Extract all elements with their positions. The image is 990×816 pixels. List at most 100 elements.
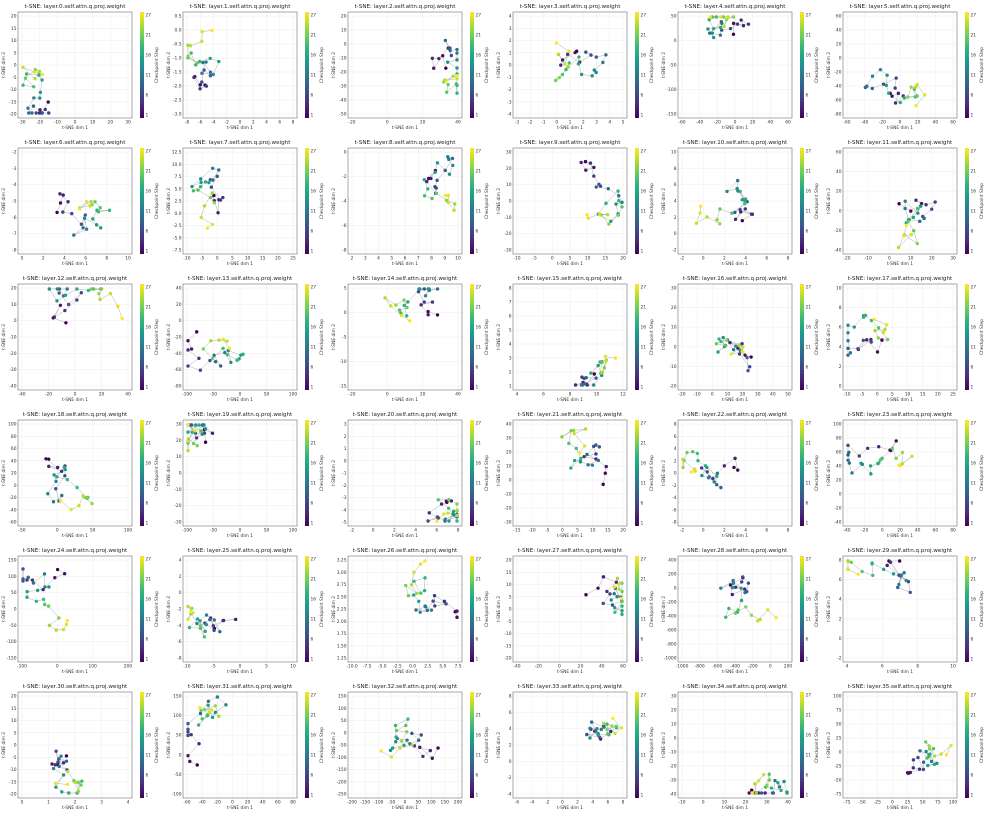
colorbar bbox=[800, 420, 804, 526]
checkpoint-point bbox=[859, 461, 863, 465]
y-tick-label: 8 bbox=[839, 558, 842, 564]
checkpoint-point bbox=[554, 78, 558, 83]
checkpoint-point bbox=[714, 342, 719, 346]
tsne-plot-svg: t-SNE: layer.15.self.attn.q.proj.weight4… bbox=[496, 276, 655, 403]
y-tick-label: -100 bbox=[667, 87, 677, 93]
colorbar-tick-label: 6 bbox=[641, 93, 644, 99]
checkpoint-point bbox=[715, 218, 719, 222]
x-tick-label: 100 bbox=[949, 800, 958, 806]
x-axis-label: t-SNE dim 1 bbox=[62, 397, 88, 403]
y-tick-label: -5 bbox=[342, 335, 347, 341]
checkpoint-point bbox=[47, 287, 52, 291]
checkpoint-point bbox=[918, 219, 922, 224]
checkpoint-point bbox=[208, 178, 212, 182]
y-tick-label: 5 bbox=[509, 594, 512, 600]
checkpoint-point bbox=[422, 300, 426, 304]
checkpoint-point bbox=[66, 769, 70, 774]
y-tick-label: 20 bbox=[341, 14, 347, 20]
checkpoint-point bbox=[620, 599, 624, 604]
y-tick-label: 0 bbox=[344, 310, 347, 316]
y-tick-label: 0 bbox=[344, 458, 347, 464]
plot-title: t-SNE: layer.0.self.attn.q.proj.weight bbox=[25, 4, 127, 10]
checkpoint-point bbox=[881, 82, 886, 86]
checkpoint-point bbox=[201, 60, 205, 65]
x-tick-label: -8 bbox=[185, 120, 190, 126]
x-tick-label: 6 bbox=[84, 256, 87, 262]
checkpoint-point bbox=[706, 27, 710, 31]
checkpoint-point bbox=[615, 595, 619, 599]
colorbar-label: Checkpoint Step bbox=[814, 183, 820, 219]
plot-frame bbox=[842, 147, 958, 255]
checkpoint-point bbox=[685, 450, 689, 455]
checkpoint-point bbox=[582, 454, 586, 459]
y-tick-label: 2.25 bbox=[337, 607, 347, 613]
y-tick-label: 1.25 bbox=[337, 656, 347, 662]
x-tick-label: 15 bbox=[920, 392, 926, 398]
checkpoint-point bbox=[719, 15, 723, 19]
checkpoint-point bbox=[75, 485, 79, 490]
colorbar-tick-label: 11 bbox=[641, 753, 647, 759]
checkpoint-point bbox=[900, 450, 905, 455]
plot-frame bbox=[677, 283, 793, 391]
checkpoint-point bbox=[584, 168, 588, 172]
y-tick-label: -40 bbox=[834, 520, 841, 526]
y-tick-label: 0.0 bbox=[175, 211, 182, 217]
checkpoint-point bbox=[916, 755, 920, 760]
checkpoint-point bbox=[719, 485, 723, 490]
checkpoint-point bbox=[597, 212, 602, 216]
colorbar-tick-label: 27 bbox=[971, 693, 977, 699]
x-tick-label: 20 bbox=[420, 392, 426, 398]
colorbar-tick-label: 1 bbox=[146, 113, 149, 119]
x-tick-label: 0 bbox=[56, 664, 59, 670]
checkpoint-point bbox=[82, 216, 87, 220]
colorbar-tick-label: 16 bbox=[971, 53, 977, 59]
checkpoint-point bbox=[885, 73, 889, 77]
checkpoint-point bbox=[915, 241, 920, 246]
x-tick-label: 20 bbox=[915, 120, 921, 126]
checkpoint-point bbox=[86, 495, 90, 500]
x-tick-label: 80 bbox=[290, 800, 296, 806]
colorbar-tick-label: 11 bbox=[476, 481, 482, 487]
colorbar-tick-label: 1 bbox=[971, 113, 974, 119]
colorbar-tick-label: 27 bbox=[641, 421, 647, 427]
y-tick-label: -6 bbox=[177, 639, 182, 645]
x-tick-label: 8 bbox=[787, 528, 790, 534]
colorbar-tick-label: 21 bbox=[971, 33, 977, 39]
checkpoint-point bbox=[888, 448, 892, 452]
checkpoint-point bbox=[850, 471, 854, 475]
checkpoint-point bbox=[421, 754, 425, 759]
x-tick-label: -20 bbox=[348, 120, 355, 126]
x-tick-label: 10 bbox=[905, 392, 911, 398]
plot-title: t-SNE: layer.33.self.attn.q.proj.weight bbox=[518, 684, 623, 690]
x-tick-label: -5 bbox=[860, 392, 865, 398]
x-tick-label: 40 bbox=[455, 392, 461, 398]
checkpoint-point bbox=[923, 93, 927, 97]
y-tick-label: -60 bbox=[9, 520, 16, 526]
x-tick-label: 8 bbox=[292, 120, 295, 126]
checkpoint-point bbox=[65, 287, 69, 291]
colorbar-tick-label: 16 bbox=[806, 733, 812, 739]
colorbar bbox=[470, 420, 474, 526]
checkpoint-point bbox=[188, 44, 193, 48]
colorbar-tick-label: 1 bbox=[476, 385, 479, 391]
colorbar-tick-label: 21 bbox=[476, 169, 482, 175]
checkpoint-point bbox=[455, 51, 459, 55]
colorbar-tick-label: 1 bbox=[146, 793, 149, 799]
plot-title: t-SNE: layer.9.self.attn.q.proj.weight bbox=[520, 140, 622, 146]
tsne-panel-layer-31: t-SNE: layer.31.self.attn.q.proj.weight -… bbox=[165, 680, 330, 816]
checkpoint-point bbox=[694, 221, 699, 225]
colorbar-label: Checkpoint Step bbox=[979, 319, 985, 355]
y-tick-label: -20 bbox=[9, 792, 16, 798]
checkpoint-point bbox=[213, 359, 218, 364]
checkpoint-point bbox=[560, 58, 565, 62]
checkpoint-point bbox=[785, 791, 789, 795]
checkpoint-point bbox=[435, 313, 440, 317]
x-tick-label: 9 bbox=[443, 256, 446, 262]
x-tick-label: 5 bbox=[622, 120, 625, 126]
checkpoint-point bbox=[66, 200, 70, 204]
colorbar-tick-label: 16 bbox=[641, 733, 647, 739]
y-tick-label: 0 bbox=[674, 586, 677, 592]
tsne-plot-svg: t-SNE: layer.24.self.attn.q.proj.weight-… bbox=[1, 548, 160, 675]
checkpoint-point bbox=[902, 96, 907, 100]
checkpoint-point bbox=[75, 298, 79, 302]
